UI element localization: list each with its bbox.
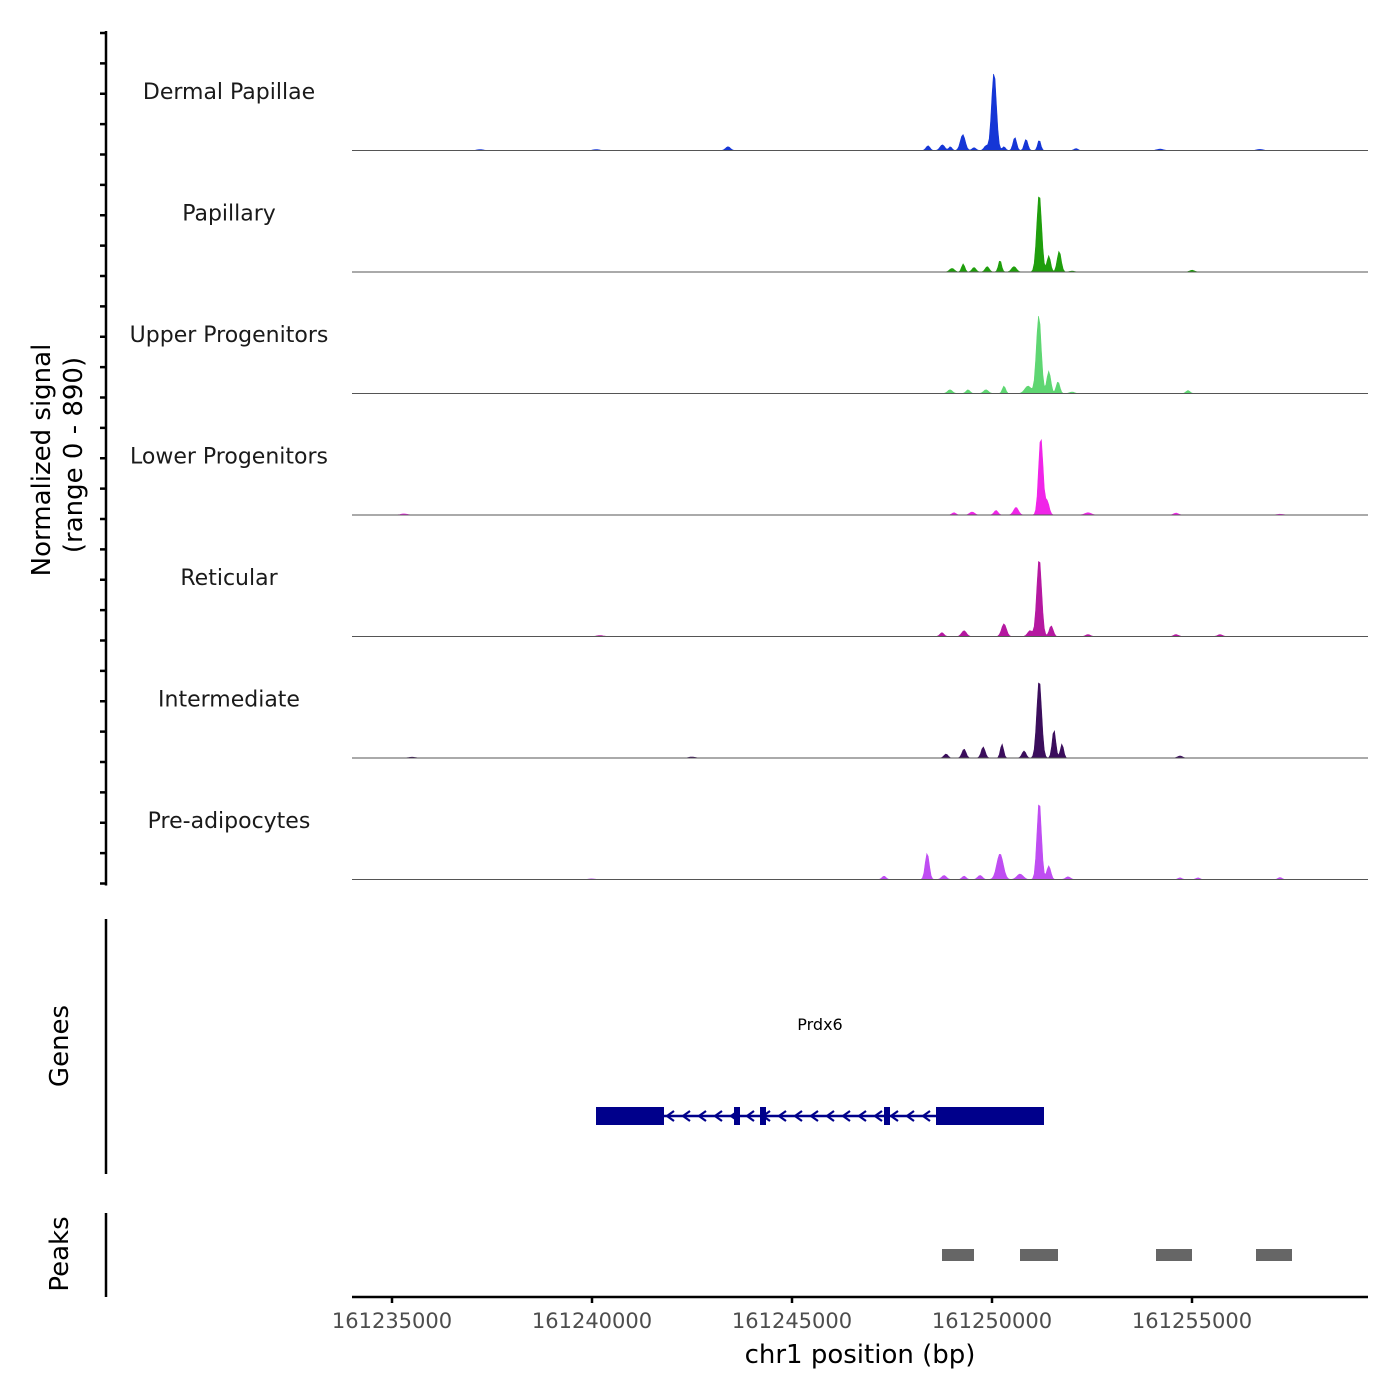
y-axis-title-line2: (range 0 - 890) <box>59 357 89 553</box>
peak-region <box>1256 1249 1292 1261</box>
gene-prdx6: Prdx6 <box>596 1015 1044 1125</box>
coverage-area-upper-progenitors <box>352 315 1368 394</box>
strand-arrow <box>665 1110 675 1122</box>
x-tick-label: 161235000 <box>332 1309 452 1333</box>
track-reticular: Reticular <box>180 560 1368 637</box>
strand-arrow <box>905 1110 915 1122</box>
x-tick-label: 161250000 <box>932 1309 1052 1333</box>
x-tick-label: 161240000 <box>532 1309 652 1333</box>
x-axis-title: chr1 position (bp) <box>745 1340 976 1370</box>
gene-exon <box>760 1107 766 1125</box>
coverage-area-intermediate <box>352 682 1368 759</box>
coverage-tracks: Dermal Papillae Papillary Upper Progenitor… <box>130 73 1368 880</box>
gene-exon <box>734 1107 740 1125</box>
strand-arrow <box>809 1110 819 1122</box>
track-label-upper-progenitors: Upper Progenitors <box>130 323 329 348</box>
y-axis-title-line1: Normalized signal <box>27 344 57 577</box>
x-axis: 161235000 161240000 161245000 161250000 1612… <box>332 1295 1368 1333</box>
gene-exon <box>596 1107 664 1125</box>
track-dermal-papillae: Dermal Papillae <box>143 73 1368 151</box>
peak-region <box>942 1249 974 1261</box>
strand-arrow <box>889 1110 899 1122</box>
gene-label: Prdx6 <box>797 1015 842 1034</box>
strand-arrow <box>745 1110 755 1122</box>
strand-arrow <box>841 1110 851 1122</box>
strand-arrow <box>793 1110 803 1122</box>
strand-arrow <box>681 1110 691 1122</box>
genes-panel: Prdx6 <box>104 919 1044 1174</box>
track-label-pre-adipocytes: Pre-adipocytes <box>148 809 311 834</box>
strand-arrow <box>873 1110 883 1122</box>
track-upper-progenitors: Upper Progenitors <box>130 315 1368 394</box>
strand-arrow <box>921 1110 931 1122</box>
strand-arrow <box>697 1110 707 1122</box>
gene-exon <box>884 1107 890 1125</box>
peak-region <box>1020 1249 1058 1261</box>
coverage-area-pre-adipocytes <box>352 804 1368 880</box>
genes-panel-title: Genes <box>45 1005 75 1087</box>
x-tick-label: 161245000 <box>732 1309 852 1333</box>
x-tick-label: 161255000 <box>1132 1309 1252 1333</box>
peak-region <box>1156 1249 1192 1261</box>
signal-y-axis <box>100 31 108 886</box>
strand-arrow <box>777 1110 787 1122</box>
track-label-lower-progenitors: Lower Progenitors <box>130 445 328 470</box>
strand-arrow <box>825 1110 835 1122</box>
gene-exon <box>936 1107 1044 1125</box>
coverage-area-lower-progenitors <box>352 438 1368 516</box>
strand-arrow <box>857 1110 867 1122</box>
peaks-panel-title: Peaks <box>45 1216 75 1291</box>
track-intermediate: Intermediate <box>158 682 1368 759</box>
coverage-area-papillary <box>352 196 1368 273</box>
track-label-intermediate: Intermediate <box>158 688 300 713</box>
track-pre-adipocytes: Pre-adipocytes <box>148 804 1368 880</box>
strand-arrow <box>713 1110 723 1122</box>
track-lower-progenitors: Lower Progenitors <box>130 438 1368 516</box>
track-label-reticular: Reticular <box>180 566 278 591</box>
track-label-dermal-papillae: Dermal Papillae <box>143 80 315 105</box>
peaks-panel <box>104 1213 1292 1297</box>
coverage-area-reticular <box>352 560 1368 637</box>
track-papillary: Papillary <box>182 196 1368 273</box>
coverage-area-dermal-papillae <box>352 73 1368 151</box>
track-label-papillary: Papillary <box>182 202 276 227</box>
